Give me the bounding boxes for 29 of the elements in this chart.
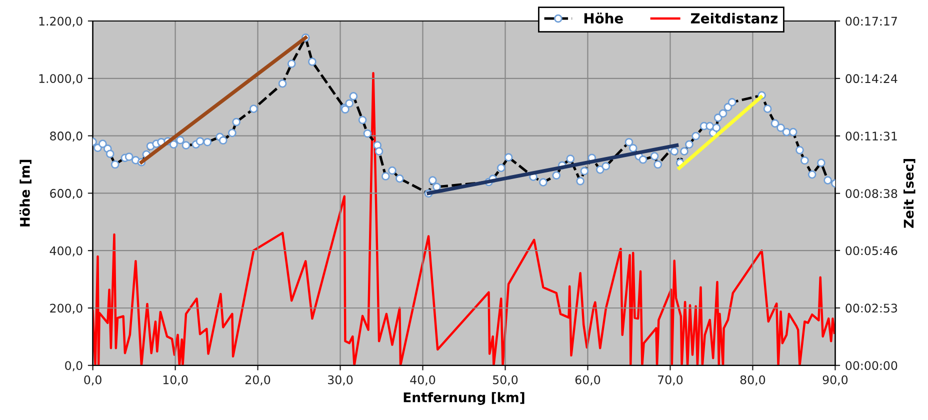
y-tick-label: 600,0 <box>50 188 82 200</box>
x-tick-label: 20,0 <box>246 375 270 386</box>
y2-tick-label: 00:14:24 <box>846 74 898 84</box>
x-tick-label: 30,0 <box>328 375 353 386</box>
legend-label: Höhe <box>584 12 623 24</box>
x-tick-label: 50,0 <box>493 375 518 386</box>
y-tick-label: 0,0 <box>65 361 82 372</box>
x-tick-label: 70,0 <box>658 375 683 386</box>
y2-tick-label: 00:17:17 <box>846 16 897 26</box>
y2-tick-label: 00:02:53 <box>846 304 897 313</box>
y2-axis-title: Zeit [sec] <box>904 159 916 228</box>
y-tick-label: 400,0 <box>50 246 82 256</box>
y-tick-label: 200,0 <box>50 304 82 314</box>
legend-label: Zeitdistanz <box>690 12 778 24</box>
y2-tick-label: 00:08:38 <box>846 189 898 198</box>
y-axis-title: Höhe [m] <box>20 160 32 226</box>
y-tick-label: 800,0 <box>50 132 82 142</box>
y-tick-label: 1.200,0 <box>39 16 82 27</box>
x-tick-label: 60,0 <box>575 375 600 386</box>
x-tick-label: 40,0 <box>410 375 436 386</box>
x-axis-title: Entfernung [km] <box>404 392 524 405</box>
x-tick-label: 0,0 <box>84 375 102 386</box>
y2-tick-label: 00:11:31 <box>846 132 897 141</box>
y-tick-label: 1.000,0 <box>39 74 82 84</box>
y2-tick-label: 00:00:00 <box>846 361 898 370</box>
x-tick-label: 90,0 <box>822 375 848 386</box>
x-tick-label: 10,0 <box>163 375 188 386</box>
x-tick-label: 80,0 <box>740 375 766 386</box>
y2-tick-label: 00:05:46 <box>846 246 898 256</box>
